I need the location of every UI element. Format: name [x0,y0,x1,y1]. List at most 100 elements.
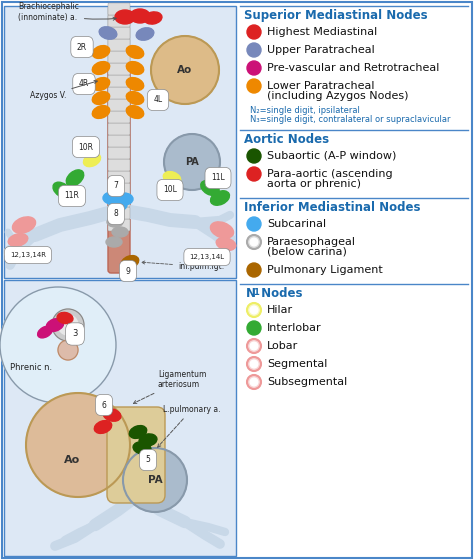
FancyBboxPatch shape [108,3,130,15]
Text: Interlobar: Interlobar [267,323,322,333]
Ellipse shape [126,45,144,58]
FancyBboxPatch shape [4,280,236,556]
Text: Ao: Ao [177,65,192,75]
Text: 12,13,14R: 12,13,14R [10,252,46,258]
FancyBboxPatch shape [108,15,130,27]
Circle shape [247,339,261,353]
Text: Subaortic (A-P window): Subaortic (A-P window) [267,151,396,161]
Circle shape [58,340,78,360]
Ellipse shape [8,234,28,246]
Ellipse shape [126,62,144,74]
FancyBboxPatch shape [108,111,130,123]
FancyBboxPatch shape [108,63,130,75]
Ellipse shape [164,171,181,184]
Ellipse shape [115,193,133,205]
FancyBboxPatch shape [108,39,130,51]
FancyBboxPatch shape [108,147,130,159]
Ellipse shape [107,217,123,227]
Ellipse shape [66,170,84,186]
Ellipse shape [216,237,236,250]
Text: Subsegmental: Subsegmental [267,377,347,387]
Text: 6: 6 [101,400,107,409]
Circle shape [247,235,261,249]
FancyBboxPatch shape [108,51,130,63]
Text: Segmental: Segmental [267,359,328,369]
Ellipse shape [129,426,146,438]
Text: 10L: 10L [163,185,177,194]
Ellipse shape [133,442,151,454]
Text: 11L: 11L [211,174,225,183]
Circle shape [247,375,261,389]
Text: Lobar: Lobar [267,341,298,351]
Ellipse shape [130,9,150,23]
Text: Azygos V.: Azygos V. [30,81,97,100]
FancyBboxPatch shape [108,171,130,183]
Ellipse shape [103,192,121,204]
Ellipse shape [121,255,139,268]
Text: Nodes: Nodes [257,287,302,300]
Text: PA: PA [148,475,162,485]
Text: N: N [246,287,256,300]
Text: (including Azygos Nodes): (including Azygos Nodes) [267,91,409,101]
Circle shape [247,303,261,317]
Text: L.pulmonary a.: L.pulmonary a. [157,405,220,447]
Ellipse shape [139,434,157,446]
Text: 5: 5 [146,455,150,464]
Ellipse shape [92,45,109,58]
Text: Pre-vascular and Retrotracheal: Pre-vascular and Retrotracheal [267,63,439,73]
Text: Upper Paratracheal: Upper Paratracheal [267,45,375,55]
Text: Pulmonary Ligament: Pulmonary Ligament [267,265,383,275]
Text: 3: 3 [73,329,78,338]
Text: PA: PA [185,157,199,167]
Ellipse shape [126,106,144,118]
FancyBboxPatch shape [108,135,130,147]
Text: Ao: Ao [64,455,80,465]
Circle shape [247,149,261,163]
Circle shape [247,167,261,181]
FancyBboxPatch shape [108,159,130,171]
Circle shape [250,306,258,314]
Text: Subcarinal: Subcarinal [267,219,326,229]
Ellipse shape [53,182,71,198]
Text: 7: 7 [114,181,118,190]
Ellipse shape [46,319,64,332]
FancyBboxPatch shape [108,6,130,232]
Text: 4L: 4L [154,96,163,105]
Circle shape [58,315,78,335]
Text: 9: 9 [126,267,130,276]
Text: aorta or phrenic): aorta or phrenic) [267,179,361,189]
Circle shape [247,61,261,75]
Text: 12,13,14L: 12,13,14L [190,254,225,260]
Text: N₃=single digit, contralateral or supraclavicular: N₃=single digit, contralateral or suprac… [250,115,450,124]
FancyBboxPatch shape [108,67,130,273]
Ellipse shape [136,28,154,40]
FancyBboxPatch shape [108,219,130,231]
Ellipse shape [57,312,73,324]
Text: 4R: 4R [79,80,89,88]
Ellipse shape [99,27,117,39]
Ellipse shape [109,199,127,211]
Text: N₂=single digit, ipsilateral: N₂=single digit, ipsilateral [250,106,360,115]
Text: Brachiocephalic
(innominate) a.: Brachiocephalic (innominate) a. [18,2,116,22]
FancyBboxPatch shape [108,123,130,135]
Ellipse shape [126,92,144,104]
FancyBboxPatch shape [108,99,130,111]
Circle shape [247,79,261,93]
Circle shape [52,309,84,341]
Ellipse shape [83,153,100,167]
Circle shape [164,134,220,190]
Ellipse shape [92,92,109,104]
Circle shape [247,25,261,39]
Ellipse shape [210,191,229,206]
Text: inf.pulm.lgt.: inf.pulm.lgt. [142,261,224,271]
Ellipse shape [92,62,109,74]
Ellipse shape [126,78,144,90]
FancyBboxPatch shape [108,27,130,39]
Ellipse shape [112,227,128,237]
Text: Aortic Nodes: Aortic Nodes [244,133,329,146]
Text: 10R: 10R [79,142,93,152]
Text: Phrenic n.: Phrenic n. [10,362,52,371]
Circle shape [247,217,261,231]
Text: 8: 8 [114,209,118,218]
Ellipse shape [144,12,162,24]
